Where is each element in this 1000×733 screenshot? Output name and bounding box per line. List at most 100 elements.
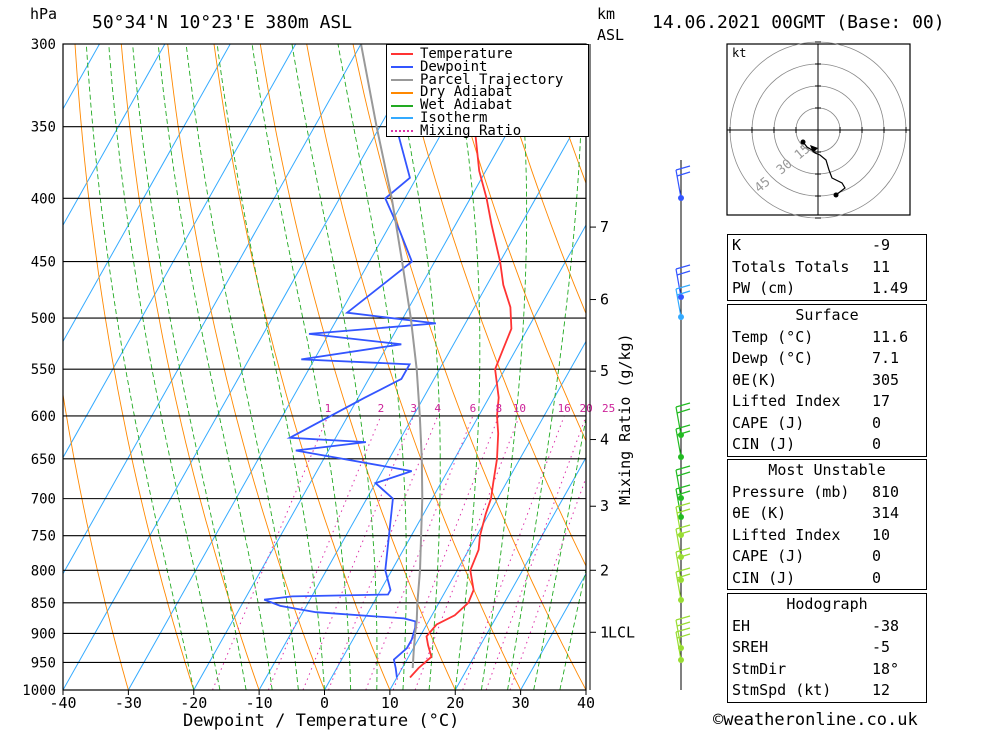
dry-adiabat (120, 44, 260, 690)
wind-barb-flag (675, 615, 691, 621)
table-key: Temp (°C) (732, 327, 814, 346)
table-row: StmDir 18° (728, 659, 926, 681)
km-tick-label: 4 (600, 431, 609, 449)
wind-barb-flag (675, 424, 691, 430)
table-key: θE(K) (732, 370, 778, 389)
legend-label: Isotherm (420, 109, 488, 126)
indices-table: K -9 Totals Totals 11 PW (cm) 1.49 (727, 234, 927, 301)
plot-frame (62, 43, 587, 691)
wind-barb-staff (675, 169, 682, 199)
wind-barb-flag (676, 553, 691, 559)
isotherm-line (389, 340, 586, 690)
temperature-tick-label: -30 (115, 694, 142, 712)
wind-barb-flag (676, 408, 691, 414)
wind-barb-flag (676, 171, 691, 177)
pressure-tick-label: 750 (31, 529, 56, 545)
temperature-tick-label: -20 (180, 694, 207, 712)
table-key: CIN (J) (732, 435, 796, 453)
wind-barb-flag (676, 530, 691, 536)
wet-adiabat (185, 44, 299, 690)
wet-adiabat (390, 44, 441, 690)
table-value: 0 (872, 435, 882, 453)
legend-item: Dry Adiabat (387, 86, 588, 99)
pressure-tick-label: 650 (31, 452, 56, 468)
table-key: Dewp (°C) (732, 349, 814, 367)
isotherm-line (324, 224, 586, 690)
dry-adiabat (445, 44, 586, 442)
wind-barb-flag (675, 627, 691, 633)
lcl-label: LCL (608, 623, 635, 641)
wind-barb-flag (675, 484, 691, 490)
table-value: 0 (872, 547, 882, 565)
dry-adiabat (955, 44, 1000, 690)
legend-label: Dry Adiabat (420, 84, 513, 101)
pressure-tick-label: 850 (31, 596, 56, 612)
surface-title: Surface (795, 306, 859, 324)
asl-label: ASL (597, 26, 625, 44)
wind-barb-flag (675, 547, 691, 553)
dry-adiabat (213, 44, 391, 690)
table-row: Temp (°C) 11.6 (728, 327, 926, 349)
mixing-ratio-line (365, 415, 474, 690)
legend-swatch (391, 117, 413, 120)
table-value: -38 (872, 616, 900, 635)
table-key: Pressure (mb) (732, 482, 850, 501)
most-unstable-table: Most Unstable Pressure (mb) 810 θE (K) 314 L… (727, 459, 927, 590)
wind-barb-column (675, 160, 691, 690)
wind-barb-flag (675, 284, 691, 290)
table-value: 314 (872, 504, 900, 522)
pressure-tick-label: 350 (31, 120, 56, 136)
wind-barb-flag (675, 465, 691, 471)
wind-barb-flag (675, 567, 691, 573)
table-value: 0 (872, 568, 882, 587)
table-key: StmSpd (kt) (732, 681, 832, 699)
legend-swatch (391, 53, 413, 56)
table-key: CAPE (J) (732, 413, 805, 432)
wind-barb-staff (675, 619, 682, 649)
temperature-tick-label: -10 (246, 694, 273, 712)
km-tick-label: 5 (600, 362, 609, 380)
mixing-ratio-axis-label: Mixing Ratio (g/kg) (616, 333, 634, 505)
hodograph-table: Hodograph EH -38 SREH -5 StmDir 18° StmSpd (kt… (727, 593, 927, 703)
table-value: 11 (872, 257, 891, 276)
table-key: EH (732, 616, 751, 635)
table-value: 1.49 (872, 279, 909, 297)
table-row: CIN (J) 0 (728, 434, 926, 456)
wind-barb-staff (675, 506, 682, 536)
table-value: 17 (872, 392, 891, 410)
wind-barb-flag (676, 430, 691, 436)
hodograph-end-dot (833, 192, 839, 198)
wind-barb-flag (676, 490, 691, 496)
storm-motion-marker (810, 145, 818, 153)
table-row: Lifted Index 17 (728, 391, 926, 413)
table-value: 10 (872, 525, 891, 544)
wet-adiabat (337, 44, 407, 690)
legend-item: Parcel Trajectory (387, 73, 588, 86)
wind-barb-flag (675, 524, 691, 530)
km-tick-label: 6 (600, 291, 609, 309)
wind-barb-flag (676, 290, 691, 296)
mixing-ratio-label: 8 (495, 402, 502, 415)
mixing-ratio-line (212, 415, 329, 690)
wind-barb-staff (675, 268, 682, 298)
table-row: θE (K) 314 (728, 503, 926, 525)
legend-item: Isotherm (387, 109, 588, 126)
table-row: SREH -5 (728, 637, 926, 659)
wind-barb-staff (675, 528, 682, 558)
legend: Temperature Dewpoint Parcel Trajectory Dry … (386, 44, 589, 138)
table-key: Totals Totals (732, 257, 850, 276)
isotherm-line (454, 456, 586, 690)
mixing-ratio-line (392, 415, 500, 690)
most-unstable-title: Most Unstable (768, 461, 886, 479)
temperature-tick-label: 30 (512, 694, 530, 712)
sounding-series (263, 44, 513, 679)
wet-adiabat (251, 44, 352, 690)
table-row: EH -38 (728, 616, 926, 638)
mixing-ratio-line (267, 415, 382, 690)
table-row: Pressure (mb) 810 (728, 482, 926, 504)
wind-barb-flag (676, 621, 691, 627)
table-value: 0 (872, 413, 882, 432)
legend-label: Temperature (420, 46, 513, 62)
hodograph-start-dot (800, 139, 806, 145)
